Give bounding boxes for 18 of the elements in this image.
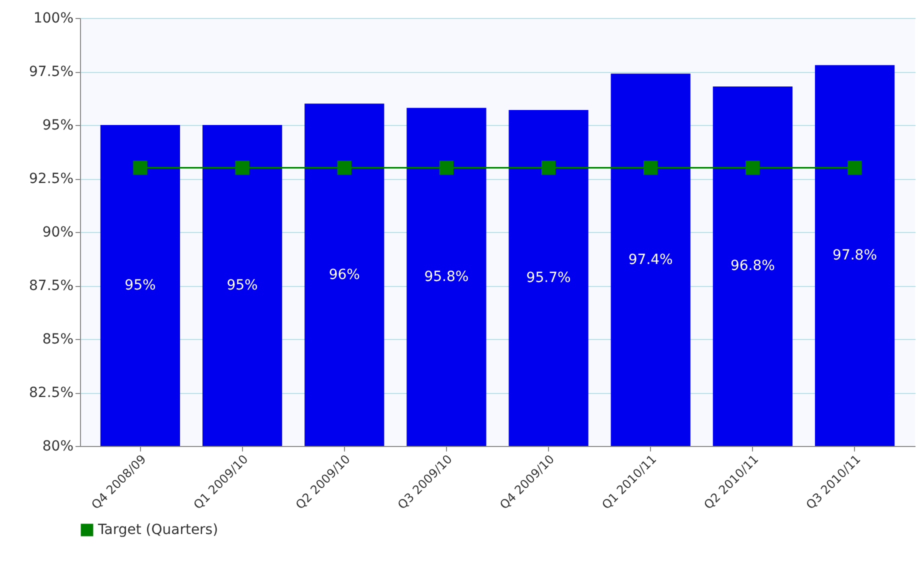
y-tick-label: 87.5% bbox=[29, 278, 74, 294]
data-label: 96% bbox=[328, 266, 360, 283]
data-label: 97.8% bbox=[832, 248, 878, 264]
data-label: 95% bbox=[226, 278, 258, 294]
data-label: 95.7% bbox=[526, 270, 571, 286]
data-label: 95.8% bbox=[424, 268, 469, 285]
y-tick-label: 82.5% bbox=[29, 385, 74, 401]
y-tick-label: 100% bbox=[33, 10, 74, 26]
y-tick-label: 97.5% bbox=[29, 64, 74, 80]
y-tick-label: 90% bbox=[42, 224, 74, 240]
data-label: 95% bbox=[124, 278, 156, 294]
y-tick-label: 95% bbox=[42, 118, 74, 134]
y-tick-label: 80% bbox=[42, 438, 74, 454]
data-label: 96.8% bbox=[730, 258, 775, 274]
y-tick-label: 85% bbox=[42, 332, 74, 348]
legend-label: Target (Quarters) bbox=[97, 522, 218, 538]
data-label: 97.4% bbox=[628, 252, 673, 268]
y-tick-label: 92.5% bbox=[29, 171, 74, 187]
